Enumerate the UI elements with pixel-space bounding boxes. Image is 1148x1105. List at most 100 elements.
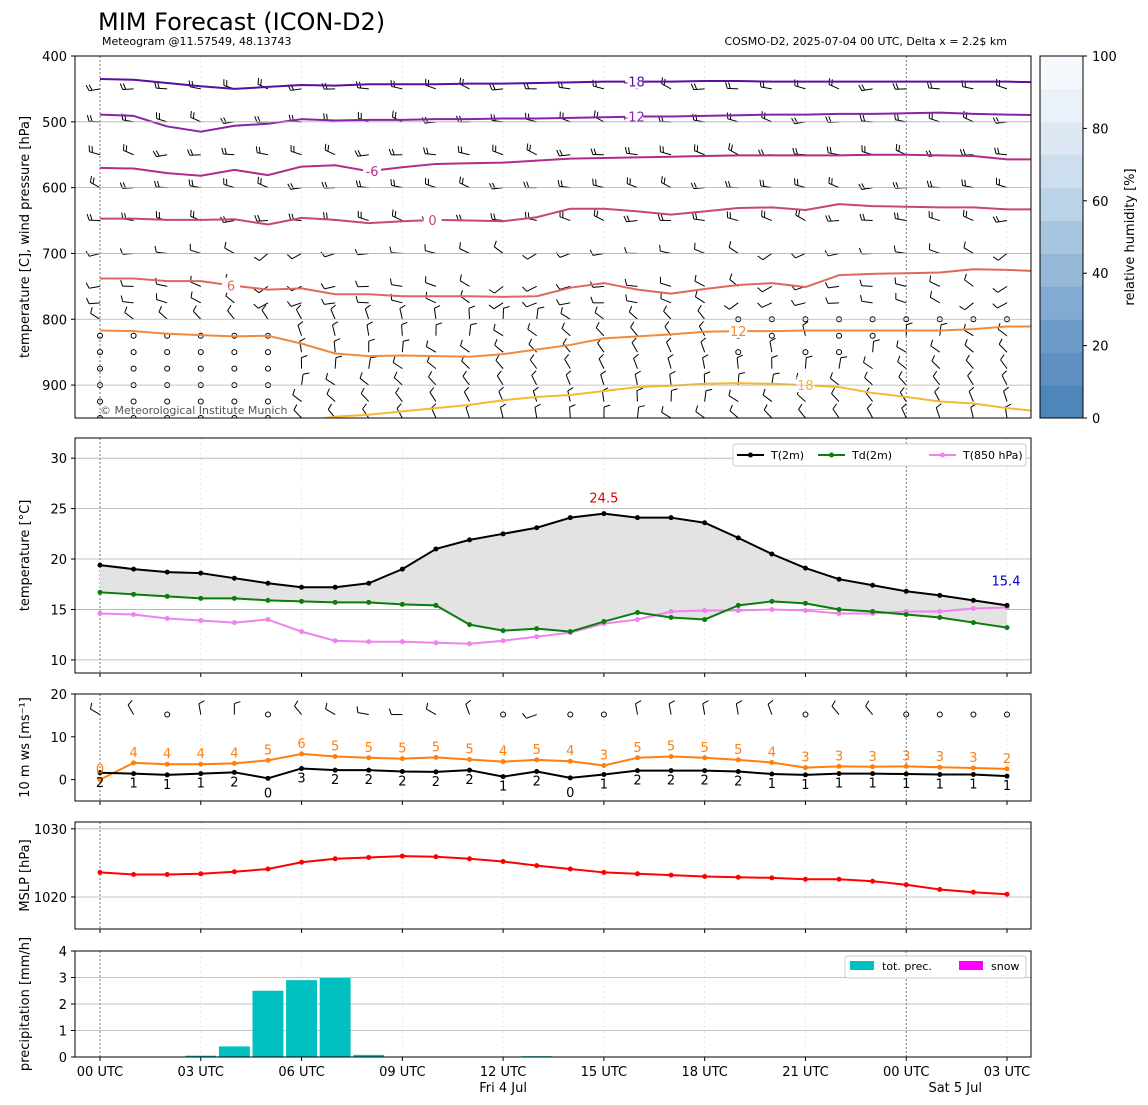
surface-wind-barb-flag	[198, 700, 205, 705]
gust-value-label: 2	[1003, 752, 1011, 767]
wind-barb-flag	[659, 244, 661, 252]
wind-barb-flag	[802, 321, 809, 326]
wind-barb-flag	[257, 214, 261, 222]
wind-barb	[897, 361, 907, 370]
wind-barb-flag	[88, 84, 93, 91]
series-point	[467, 767, 473, 773]
wind-barb-flag	[362, 403, 367, 410]
surface-wind-barb	[127, 704, 135, 715]
upper-ytick-label: 900	[42, 379, 67, 394]
series-point	[567, 758, 573, 764]
wind-barb-flag	[120, 295, 124, 302]
wind-barb	[727, 87, 739, 90]
wind-barb-flag	[660, 214, 664, 221]
gust-value-label: 3	[835, 749, 843, 764]
series-point	[97, 589, 103, 595]
wind-barb-flag	[459, 274, 462, 281]
wind-barb-flag	[327, 403, 333, 410]
wind-barb	[492, 88, 504, 91]
wind-barb-flag	[600, 370, 607, 375]
wind-barb	[358, 216, 369, 222]
surface-wind-barb	[702, 703, 706, 715]
series-point	[164, 593, 170, 599]
wind-barb	[760, 86, 772, 90]
wind-barb-flag	[595, 321, 600, 329]
surface-wind-barb	[865, 705, 874, 715]
wind-barb-flag	[396, 403, 402, 409]
wind-barb-flag	[1005, 403, 1012, 408]
series-point	[164, 871, 170, 877]
wind-barb-flag	[325, 212, 328, 220]
wind-barb	[156, 87, 168, 90]
series-point	[500, 774, 506, 780]
wind-barb	[326, 393, 336, 402]
wind-barb	[393, 377, 403, 386]
speed-value-label: 1	[936, 777, 944, 792]
wind-barb-calm	[130, 349, 137, 356]
series-point	[131, 612, 137, 618]
wind-barb-flag	[391, 148, 395, 156]
wind-barb-flag	[759, 179, 762, 186]
series-line-T850hPa	[99, 606, 1008, 645]
wind-barb-flag	[152, 150, 157, 157]
wind-barb	[762, 285, 773, 293]
wind-barb-flag	[962, 148, 966, 156]
speed-value-label: 0	[566, 786, 574, 801]
surface-wind-barb	[357, 712, 369, 716]
wind-barb-calm	[197, 398, 204, 405]
series-point	[433, 854, 439, 860]
wind-barb-calm	[97, 398, 103, 405]
wind-barb-flag	[431, 403, 437, 409]
surface-wind-barb-calm	[936, 711, 943, 718]
wind-barb-flag	[728, 389, 731, 396]
wind-barb	[357, 87, 369, 90]
gust-value-label: 3	[902, 749, 910, 764]
wind-barb-flag	[829, 147, 832, 154]
time-tick-label: 00 UTC	[883, 1065, 929, 1080]
wind-barb-flag	[323, 212, 325, 219]
wind-barb-flag	[323, 113, 325, 120]
series-point	[534, 525, 540, 531]
wind-barb-flag	[702, 354, 709, 359]
wind-barb-flag	[729, 273, 733, 280]
isotherm-label: 18	[125, 477, 142, 492]
series-point	[97, 777, 103, 783]
series-point	[769, 606, 775, 612]
speed-value-label: 2	[96, 776, 104, 791]
wind-barb-flag	[831, 178, 833, 185]
wind-barb-flag	[593, 110, 596, 117]
series-point	[500, 531, 506, 537]
series-point	[467, 537, 473, 543]
series-point	[970, 605, 976, 611]
series-point	[702, 520, 708, 526]
series-point	[399, 566, 405, 572]
series-point	[534, 634, 540, 640]
series-point	[399, 768, 405, 774]
wind-barb-calm	[231, 365, 238, 372]
temp-frame	[74, 437, 1032, 674]
gust-value-label: 0	[96, 763, 104, 778]
wind-barb-flag	[705, 388, 713, 392]
wind-barb-calm	[164, 415, 171, 418]
series-point	[970, 620, 976, 626]
wind-barb	[396, 408, 403, 418]
upper-frame	[74, 55, 1032, 419]
wind-barb	[223, 183, 235, 189]
wind-barb-flag	[557, 179, 560, 187]
wind-barb	[425, 282, 437, 287]
isotherm-line	[100, 203, 1031, 226]
isotherm-label: 18	[797, 379, 814, 394]
wind-barb-flag	[86, 213, 90, 221]
time-tick-label: 00 UTC	[77, 1065, 123, 1080]
gust-value-label: 4	[768, 745, 776, 760]
wind-barb-flag	[995, 215, 1000, 223]
wind-barb	[225, 295, 235, 304]
series-point	[131, 760, 137, 766]
wind-barb-flag	[873, 339, 880, 342]
series-point	[668, 753, 674, 759]
speed-value-label: 2	[432, 775, 440, 790]
wind-barb	[633, 358, 638, 369]
wind-barb	[663, 310, 672, 320]
wind-barb-flag	[85, 85, 90, 92]
series-point	[802, 876, 808, 882]
